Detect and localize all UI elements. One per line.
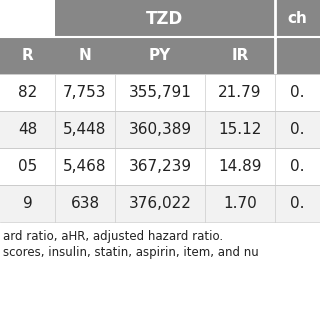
Text: IR: IR — [231, 48, 249, 63]
Bar — [55, 148, 115, 185]
Text: 48: 48 — [18, 122, 37, 137]
Text: 0.: 0. — [290, 122, 305, 137]
Text: 9: 9 — [23, 196, 32, 211]
Text: 5,448: 5,448 — [63, 122, 107, 137]
Text: 82: 82 — [18, 85, 37, 100]
Text: ard ratio, aHR, adjusted hazard ratio.: ard ratio, aHR, adjusted hazard ratio. — [3, 230, 223, 243]
Text: 355,791: 355,791 — [129, 85, 191, 100]
Text: 05: 05 — [18, 159, 37, 174]
Text: 21.79: 21.79 — [218, 85, 262, 100]
Text: 376,022: 376,022 — [129, 196, 191, 211]
Bar — [55, 37, 115, 74]
Text: 360,389: 360,389 — [128, 122, 192, 137]
Bar — [275, 185, 320, 222]
Text: 0.: 0. — [290, 159, 305, 174]
Text: 5,468: 5,468 — [63, 159, 107, 174]
Text: 1.70: 1.70 — [223, 196, 257, 211]
Bar — [115, 74, 205, 111]
Bar — [275, 111, 320, 148]
Bar — [275, 0, 320, 37]
Bar — [0, 148, 55, 185]
Text: scores, insulin, statin, aspirin, item, and nu: scores, insulin, statin, aspirin, item, … — [3, 246, 259, 259]
Text: 367,239: 367,239 — [128, 159, 192, 174]
Bar — [55, 111, 115, 148]
Text: PY: PY — [149, 48, 171, 63]
Text: 7,753: 7,753 — [63, 85, 107, 100]
Bar — [205, 37, 275, 74]
Bar — [0, 185, 55, 222]
Text: 0.: 0. — [290, 85, 305, 100]
Bar — [115, 37, 205, 74]
Bar — [205, 148, 275, 185]
Bar — [275, 74, 320, 111]
Text: N: N — [79, 48, 92, 63]
Bar — [205, 185, 275, 222]
Text: TZD: TZD — [146, 10, 184, 28]
Text: 638: 638 — [70, 196, 100, 211]
Bar — [205, 111, 275, 148]
Text: 0.: 0. — [290, 196, 305, 211]
Bar — [205, 74, 275, 111]
Text: ch: ch — [288, 11, 308, 26]
Bar — [0, 0, 55, 37]
Bar — [115, 185, 205, 222]
Bar — [55, 74, 115, 111]
Bar — [55, 185, 115, 222]
Bar — [275, 148, 320, 185]
Bar — [0, 111, 55, 148]
Bar — [275, 37, 320, 74]
Text: R: R — [22, 48, 33, 63]
Bar — [115, 148, 205, 185]
Bar — [0, 37, 55, 74]
Text: 15.12: 15.12 — [218, 122, 262, 137]
Bar — [115, 111, 205, 148]
Bar — [55, 0, 275, 37]
Text: 14.89: 14.89 — [218, 159, 262, 174]
Bar — [0, 74, 55, 111]
